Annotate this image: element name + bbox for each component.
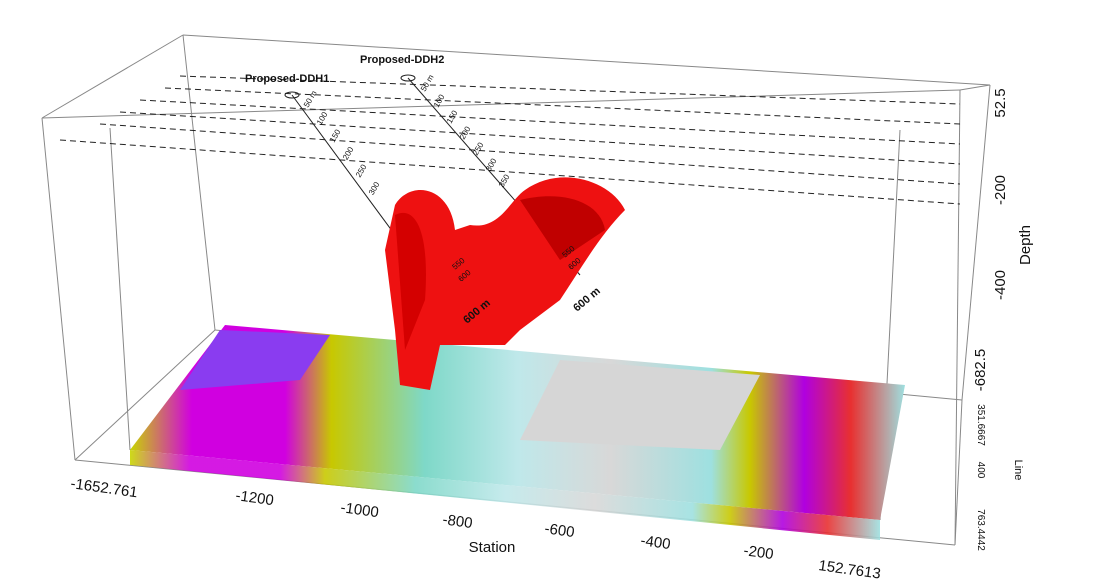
depth-mark: 100 xyxy=(432,92,447,109)
depth-mark: 350 xyxy=(497,172,512,189)
depth-mark: 250 xyxy=(354,162,369,179)
axis-title: Line xyxy=(1012,460,1024,481)
z-tick-label: 351.6667 xyxy=(975,404,986,446)
y-tick-label: -400 xyxy=(992,270,1009,300)
section-lines xyxy=(59,75,961,205)
axis-title: Depth xyxy=(1017,225,1034,265)
depth-mark: 50 m xyxy=(419,73,436,93)
depth-mark: 600 m xyxy=(571,285,603,314)
y-tick-label: -200 xyxy=(992,175,1009,205)
axis-title: Station xyxy=(469,539,516,556)
depth-mark: 300 xyxy=(367,180,382,197)
y-tick-label: -682.5 xyxy=(972,349,989,392)
y-tick-label: 52.5 xyxy=(992,88,1009,117)
slab xyxy=(130,325,905,540)
x-tick-label: -1200 xyxy=(234,487,274,509)
depth-mark: 150 xyxy=(328,127,343,144)
z-tick-label: 763.4442 xyxy=(975,509,986,551)
z-tick-label: 400 xyxy=(975,462,986,479)
depth-mark: 300 xyxy=(484,156,499,173)
x-tick-label: -1652.761 xyxy=(69,475,138,501)
depth-mark: 200 xyxy=(458,124,473,141)
x-tick-label: -600 xyxy=(543,520,575,541)
x-tick-label: -400 xyxy=(639,532,671,553)
x-tick-label: -800 xyxy=(441,511,473,532)
depth-mark: 150 xyxy=(445,108,460,125)
x-tick-label: 152.7613 xyxy=(817,557,881,583)
depth-mark: 100 xyxy=(315,110,330,127)
x-tick-label: -200 xyxy=(742,542,774,563)
x-tick-label: -1000 xyxy=(339,499,379,521)
depth-mark: 50 m xyxy=(302,89,319,109)
depth-mark: 250 xyxy=(471,140,486,157)
ore-body xyxy=(385,177,625,390)
drillhole-name: Proposed-DDH1 xyxy=(245,73,329,85)
drillhole-name: Proposed-DDH2 xyxy=(360,54,444,66)
depth-mark: 200 xyxy=(341,145,356,162)
